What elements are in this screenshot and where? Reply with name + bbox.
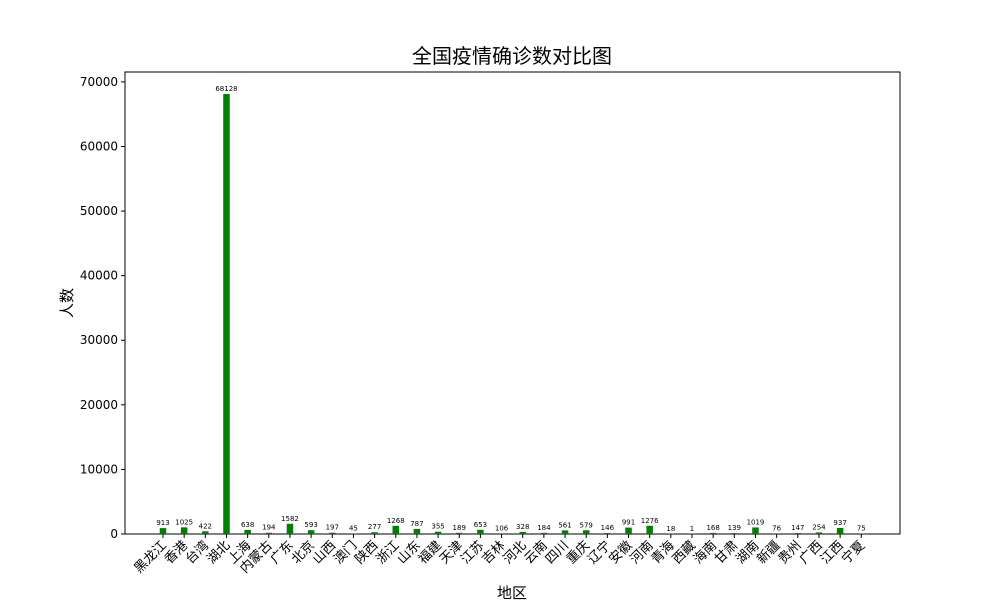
bar-value-label: 45: [349, 525, 358, 533]
bar-value-label: 1276: [641, 517, 659, 525]
bar-value-label: 355: [431, 523, 444, 531]
bar-value-label: 1582: [281, 515, 299, 523]
bar-value-label: 653: [474, 521, 487, 529]
bar: [202, 531, 209, 534]
bar-value-label: 106: [495, 524, 509, 532]
bar-value-label: 913: [156, 519, 169, 527]
bar-value-label: 422: [199, 522, 212, 530]
bar-value-label: 638: [241, 521, 254, 529]
bar-value-label: 68128: [215, 85, 237, 93]
bar-value-label: 1: [690, 525, 694, 533]
y-axis-label: 人数: [58, 288, 76, 318]
bar: [413, 528, 421, 534]
bar-value-label: 579: [580, 521, 593, 529]
y-tick-label: 40000: [80, 269, 118, 283]
bars-group: [159, 93, 865, 534]
bar-value-label: 1019: [747, 518, 765, 526]
bar-value-label: 1268: [387, 517, 405, 525]
bar: [392, 525, 400, 534]
bar: [604, 533, 611, 534]
bar: [752, 527, 759, 534]
bar: [667, 533, 675, 534]
bar-value-label: 147: [791, 524, 804, 532]
bar: [477, 529, 484, 534]
y-tick-label: 50000: [80, 204, 118, 218]
bar: [307, 530, 315, 534]
x-axis-label: 地区: [497, 584, 527, 600]
bar: [582, 530, 590, 534]
plot-frame: [124, 71, 901, 535]
bar: [858, 533, 865, 534]
bar: [731, 533, 738, 534]
bar: [540, 532, 548, 534]
bar-value-label: 328: [516, 523, 529, 531]
bar: [329, 532, 336, 534]
bar-value-label: 561: [558, 521, 571, 529]
bar-value-label: 139: [728, 524, 741, 532]
y-axis: 0 10000 20000 30000 40000 50000 60000 70000: [80, 75, 125, 541]
bar: [709, 532, 717, 534]
bar: [625, 527, 632, 534]
bar: [519, 531, 526, 534]
bar: [836, 527, 844, 534]
bar: [286, 523, 294, 534]
bar: [244, 529, 251, 534]
bar: [498, 533, 505, 534]
bar: [794, 533, 802, 534]
bar: [455, 532, 463, 534]
bar-value-label: 937: [833, 519, 846, 527]
bar-value-label: 18: [666, 525, 675, 533]
y-tick-label: 20000: [80, 398, 118, 412]
bar-value-label: 787: [410, 520, 423, 528]
bar: [371, 532, 378, 534]
bar: [180, 527, 188, 534]
y-tick-label: 60000: [80, 139, 118, 153]
y-tick-label: 30000: [80, 333, 118, 347]
bar-value-label: 197: [326, 524, 339, 532]
bar-value-label: 991: [622, 519, 635, 527]
y-tick-label: 0: [110, 527, 118, 541]
bar-value-label: 189: [453, 524, 466, 532]
bar: [265, 532, 273, 534]
bar-value-label: 254: [812, 523, 826, 531]
x-axis: 黑龙江香港台湾湖北上海内蒙古广东北京山西澳门陕西浙江山东福建天津江苏吉林河北云南…: [132, 534, 868, 576]
bar-value-label: 194: [262, 524, 276, 532]
bar-labels-group: 913 1025 422 68128 638 194 1582 593 197 45 277 1268…: [156, 85, 865, 533]
bar-value-label: 76: [772, 525, 781, 533]
bar-value-label: 593: [304, 521, 317, 529]
y-tick-label: 10000: [80, 462, 118, 476]
bar-value-label: 168: [706, 524, 719, 532]
bar: [773, 533, 780, 534]
bar: [646, 525, 653, 534]
bar: [688, 533, 696, 534]
bar-value-label: 1025: [175, 518, 193, 526]
bar: [350, 533, 357, 534]
bar-value-label: 184: [537, 524, 551, 532]
y-tick-label: 70000: [80, 75, 118, 89]
bar-value-label: 75: [857, 525, 866, 533]
bar: [434, 531, 442, 534]
x-tick-label: 宁夏: [838, 538, 868, 568]
bar: [223, 93, 230, 534]
bar-value-label: 146: [601, 524, 615, 532]
bar: [159, 528, 167, 534]
bar: [815, 532, 823, 534]
bar: [561, 530, 569, 534]
bar-value-label: 277: [368, 523, 381, 531]
chart-title: 全国疫情确诊数对比图: [412, 44, 612, 68]
